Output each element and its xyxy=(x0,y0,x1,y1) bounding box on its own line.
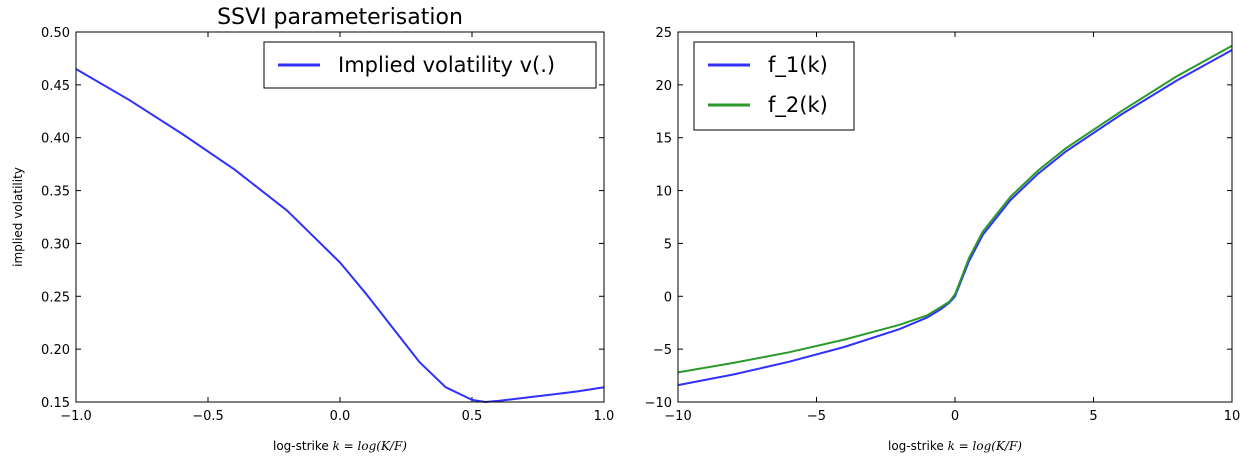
y-tick-label: 10 xyxy=(655,185,672,200)
y-tick-label: 0.35 xyxy=(41,185,70,200)
series-line-1 xyxy=(75,68,605,403)
chart-2: −10 −5 0 5 10 −10 −5 0 5 10 15 20 25 log-strike k = l… xyxy=(645,26,1241,453)
y-tick-label: 0.20 xyxy=(41,343,70,358)
chart-title: SSVI parameterisation xyxy=(217,5,463,30)
x-tick-label: 1.0 xyxy=(594,409,615,424)
x-axis-label: log-strike k = log(K/F) xyxy=(888,439,1022,453)
axes-frame xyxy=(75,31,605,403)
legend: Implied volatility v(.) xyxy=(263,41,597,89)
x-tick-label: −0.5 xyxy=(192,409,224,424)
y-tick-label: −5 xyxy=(653,343,672,358)
y-tick-label: −10 xyxy=(645,396,672,411)
legend-label-1: f_1(k) xyxy=(768,53,828,78)
chart-1: −1.0 −0.5 0.0 0.5 1.0 0.15 0.20 0.25 0.30 0.35 0.4… xyxy=(11,5,614,453)
x-axis-label: log-strike k = log(K/F) xyxy=(273,439,407,453)
y-tick-label: 0.30 xyxy=(41,237,70,252)
legend-label-1: Implied volatility v(.) xyxy=(338,53,555,77)
legend-label-2: f_2(k) xyxy=(768,93,828,118)
y-tick-label: 15 xyxy=(655,132,672,147)
y-tick-label: 0.45 xyxy=(41,79,70,94)
x-tick-label: 0.5 xyxy=(462,409,483,424)
y-axis-label: implied volatility xyxy=(11,167,25,267)
y-tick-label: 25 xyxy=(655,26,672,41)
y-tick-label: 0.25 xyxy=(41,290,70,305)
x-tick-label: 0 xyxy=(951,409,959,424)
legend-box xyxy=(693,41,855,131)
y-tick-label: 0.15 xyxy=(41,396,70,411)
x-tick-label: −10 xyxy=(664,409,691,424)
axes-frame xyxy=(677,31,1233,403)
x-tick-label: 10 xyxy=(1224,409,1241,424)
y-tick-label: 20 xyxy=(655,79,672,94)
x-tick-label: 5 xyxy=(1089,409,1097,424)
y-tick-label: 0 xyxy=(664,290,672,305)
x-tick-label: 0.0 xyxy=(330,409,351,424)
y-tick-label: 5 xyxy=(664,237,672,252)
legend: f_1(k) f_2(k) xyxy=(693,41,855,131)
series-line-2 xyxy=(677,44,1233,374)
legend-box xyxy=(263,41,597,89)
x-tick-label: −5 xyxy=(807,409,826,424)
y-tick-label: 0.40 xyxy=(41,132,70,147)
x-tick-label: −1.0 xyxy=(60,409,92,424)
y-tick-label: 0.50 xyxy=(41,26,70,41)
